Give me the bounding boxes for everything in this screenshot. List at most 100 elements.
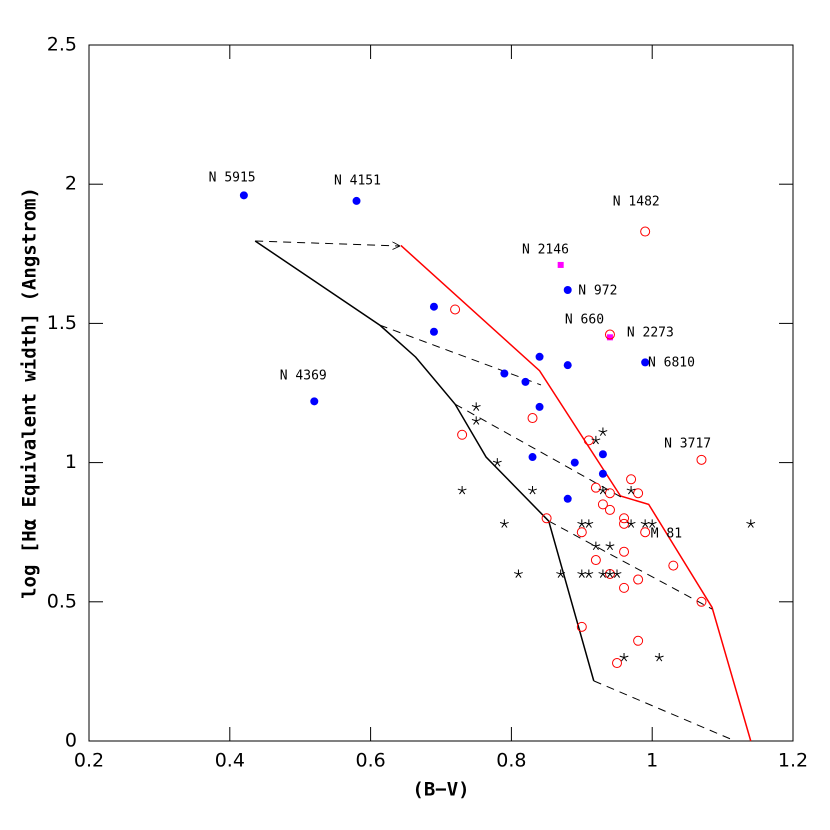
- filled-circle: [310, 397, 319, 406]
- model-line: [254, 240, 595, 682]
- star: [584, 569, 594, 578]
- filled-circle: [535, 352, 544, 361]
- annotation: N 972: [578, 284, 617, 299]
- star: [471, 402, 481, 411]
- open-circle: [612, 658, 622, 669]
- star: [640, 519, 650, 528]
- star: [626, 519, 636, 528]
- dashed-line: [548, 520, 713, 610]
- filled-circle: [500, 369, 509, 378]
- star: [598, 427, 608, 436]
- annotation: N 2273: [627, 325, 674, 340]
- open-circle: [576, 527, 587, 538]
- filled-circle: [641, 358, 650, 367]
- open-circle: [583, 435, 594, 446]
- star: [605, 541, 615, 551]
- star: [577, 569, 587, 578]
- open-circle: [626, 474, 637, 485]
- filled-circle: [563, 494, 572, 503]
- annotation: N 4369: [280, 369, 327, 384]
- x-tick-label: 1: [646, 750, 658, 772]
- star: [556, 569, 566, 578]
- y-tick-label: 0: [65, 730, 77, 752]
- star: [577, 519, 587, 528]
- star: [654, 652, 664, 662]
- open-circle: [576, 621, 587, 632]
- open-circle: [604, 488, 615, 499]
- annotation: N 660: [565, 313, 604, 328]
- filled-circle: [352, 196, 361, 205]
- dashed-line: [255, 240, 400, 246]
- star: [591, 435, 601, 445]
- y-tick-label: 0.5: [47, 590, 77, 612]
- dashed-line: [379, 324, 542, 386]
- open-circle: [640, 527, 651, 538]
- y-tick-label: 1.5: [47, 312, 77, 334]
- filled-circle: [598, 469, 607, 478]
- star: [528, 485, 537, 495]
- open-circle: [619, 582, 630, 593]
- open-circle: [541, 513, 552, 524]
- filled-circle: [239, 191, 248, 200]
- star: [591, 541, 601, 551]
- dashed-line: [454, 403, 622, 498]
- star: [457, 485, 467, 495]
- dashed-line: [593, 680, 736, 742]
- star: [514, 569, 523, 578]
- filled-circle: [535, 402, 544, 411]
- filled-circle: [598, 450, 607, 459]
- open-circle: [668, 560, 679, 571]
- open-circle: [696, 454, 707, 465]
- star: [471, 416, 481, 425]
- open-circle: [450, 304, 461, 315]
- star: [499, 519, 509, 528]
- open-circle: [590, 482, 601, 493]
- annotation: N 3717: [664, 436, 711, 451]
- annotation: N 1482: [613, 195, 660, 210]
- y-axis-label: log [Hα Equivalent width] (Angstrom): [19, 187, 41, 599]
- filled-circle: [570, 458, 579, 467]
- annotation: M 81: [651, 526, 682, 541]
- open-circle: [597, 499, 608, 510]
- x-tick-label: 0.4: [215, 750, 245, 772]
- open-circle: [590, 555, 601, 566]
- open-circle: [527, 413, 538, 424]
- y-tick-label: 1: [65, 451, 77, 473]
- open-circle: [696, 596, 707, 607]
- open-circle: [633, 635, 644, 646]
- star: [492, 458, 502, 467]
- open-circle: [604, 504, 615, 515]
- square: [606, 334, 613, 341]
- open-circle: [619, 513, 630, 524]
- open-circle: [633, 574, 644, 585]
- star: [647, 519, 657, 528]
- filled-circle: [563, 361, 572, 370]
- plot-frame: [88, 44, 794, 742]
- open-circle: [619, 518, 630, 529]
- y-tick-label: 2: [65, 173, 77, 195]
- star: [619, 652, 629, 662]
- star: [746, 519, 756, 528]
- x-tick-label: 0.2: [74, 750, 104, 772]
- open-circle: [457, 429, 468, 440]
- open-circle: [633, 488, 644, 499]
- filled-circle: [429, 302, 438, 311]
- annotation: N 4151: [334, 174, 381, 189]
- annotation: N 2146: [522, 242, 569, 257]
- x-tick-label: 1.2: [778, 750, 808, 772]
- star: [584, 519, 594, 528]
- star: [605, 569, 615, 578]
- x-tick-label: 0.8: [496, 750, 526, 772]
- filled-circle: [521, 377, 530, 386]
- filled-circle: [429, 327, 438, 336]
- annotation: N 5915: [209, 171, 256, 186]
- star: [626, 485, 636, 495]
- annotation: N 6810: [648, 355, 695, 370]
- x-tick-label: 0.6: [355, 750, 385, 772]
- star: [598, 569, 608, 578]
- filled-circle: [563, 285, 572, 294]
- open-circle: [640, 226, 651, 237]
- filled-circle: [528, 453, 537, 462]
